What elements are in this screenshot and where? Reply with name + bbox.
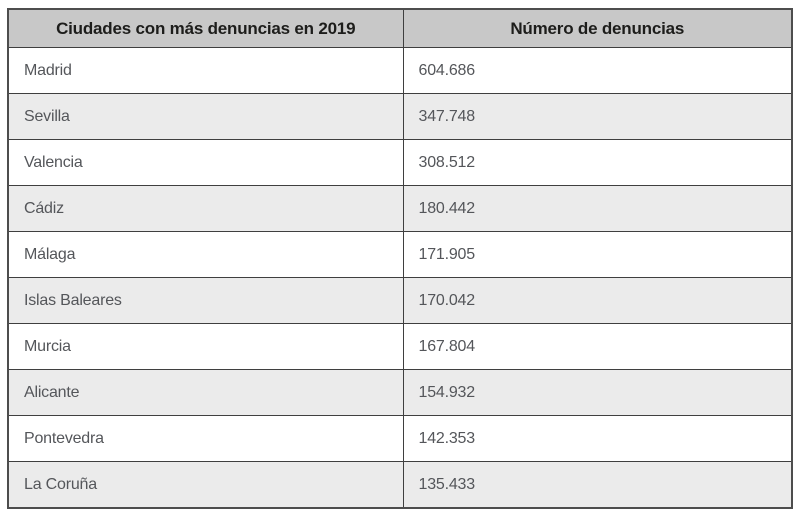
city-cell: Islas Baleares — [7, 277, 404, 324]
table-body: Madrid 604.686 Sevilla 347.748 Valencia 308.5… — [7, 47, 793, 509]
count-cell: 180.442 — [402, 185, 793, 232]
count-cell: 142.353 — [402, 415, 793, 462]
table-row: Valencia 308.512 — [7, 139, 793, 186]
count-cell: 604.686 — [402, 47, 793, 94]
table-row: La Coruña 135.433 — [7, 461, 793, 509]
table-row: Pontevedra 142.353 — [7, 415, 793, 462]
city-cell: Cádiz — [7, 185, 404, 232]
header-row: Ciudades con más denuncias en 2019 Númer… — [7, 8, 793, 48]
page: Ciudades con más denuncias en 2019 Númer… — [7, 8, 793, 509]
table-row: Alicante 154.932 — [7, 369, 793, 416]
count-cell: 308.512 — [402, 139, 793, 186]
table-row: Murcia 167.804 — [7, 323, 793, 370]
count-cell: 347.748 — [402, 93, 793, 140]
city-cell: Murcia — [7, 323, 404, 370]
table-row: Madrid 604.686 — [7, 47, 793, 94]
table-row: Cádiz 180.442 — [7, 185, 793, 232]
city-cell: Málaga — [7, 231, 404, 278]
denuncias-table: Ciudades con más denuncias en 2019 Númer… — [7, 8, 793, 509]
city-cell: Valencia — [7, 139, 404, 186]
count-cell: 154.932 — [402, 369, 793, 416]
table-row: Sevilla 347.748 — [7, 93, 793, 140]
count-cell: 167.804 — [402, 323, 793, 370]
count-cell: 171.905 — [402, 231, 793, 278]
city-cell: Alicante — [7, 369, 404, 416]
city-cell: Sevilla — [7, 93, 404, 140]
header-cell-count: Número de denuncias — [402, 8, 793, 48]
table-row: Islas Baleares 170.042 — [7, 277, 793, 324]
table-row: Málaga 171.905 — [7, 231, 793, 278]
count-cell: 170.042 — [402, 277, 793, 324]
city-cell: Pontevedra — [7, 415, 404, 462]
city-cell: La Coruña — [7, 461, 404, 509]
header-cell-cities: Ciudades con más denuncias en 2019 — [7, 8, 404, 48]
city-cell: Madrid — [7, 47, 404, 94]
count-cell: 135.433 — [402, 461, 793, 509]
